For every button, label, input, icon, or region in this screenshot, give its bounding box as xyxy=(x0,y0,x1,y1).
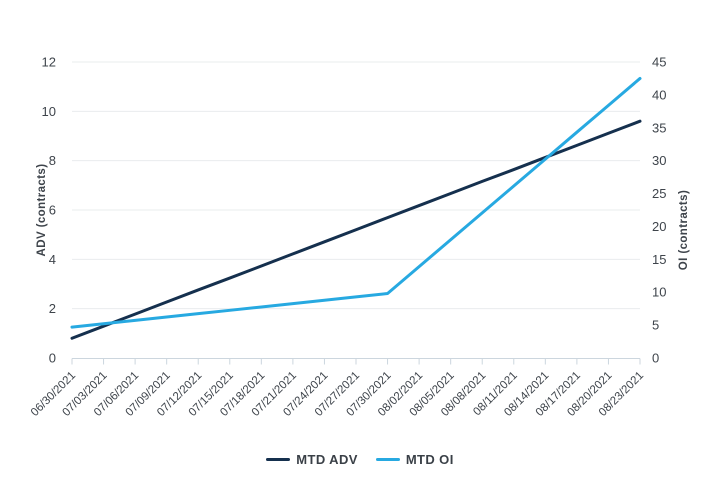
y-tick-label-right: 20 xyxy=(652,219,666,234)
y-tick-label-left: 10 xyxy=(42,104,56,119)
series-line-mtd-oi xyxy=(70,76,642,329)
legend-label: MTD OI xyxy=(405,452,454,467)
y-axis-left-title: ADV (contracts) xyxy=(36,163,48,257)
y-tick-label-right: 25 xyxy=(652,186,666,201)
y-tick-label-left: 6 xyxy=(49,203,56,218)
legend: MTD ADV MTD OI xyxy=(0,452,720,467)
y-tick-label-left: 0 xyxy=(49,351,56,366)
y-tick-label-right: 10 xyxy=(652,285,666,300)
legend-label: MTD ADV xyxy=(296,452,358,467)
legend-item-mtd-adv[interactable]: MTD ADV xyxy=(266,452,358,467)
y-axis-right-title: OI (contracts) xyxy=(678,189,690,271)
y-tick-label-left: 12 xyxy=(42,55,56,70)
y-tick-label-left: 2 xyxy=(49,301,56,316)
y-tick-label-right: 40 xyxy=(652,87,666,102)
y-tick-label-left: 8 xyxy=(49,153,56,168)
y-tick-label-right: 5 xyxy=(652,318,659,333)
y-tick-label-right: 35 xyxy=(652,120,666,135)
legend-line-swatch-icon xyxy=(266,458,291,461)
legend-item-mtd-oi[interactable]: MTD OI xyxy=(375,452,454,467)
y-tick-label-right: 30 xyxy=(652,153,666,168)
y-tick-label-right: 45 xyxy=(652,55,666,70)
legend-line-swatch-icon xyxy=(375,458,400,461)
y-tick-label-left: 4 xyxy=(49,252,56,267)
y-tick-label-right: 15 xyxy=(652,252,666,267)
series-line-mtd-adv xyxy=(70,119,642,340)
y-tick-label-right: 0 xyxy=(652,351,659,366)
